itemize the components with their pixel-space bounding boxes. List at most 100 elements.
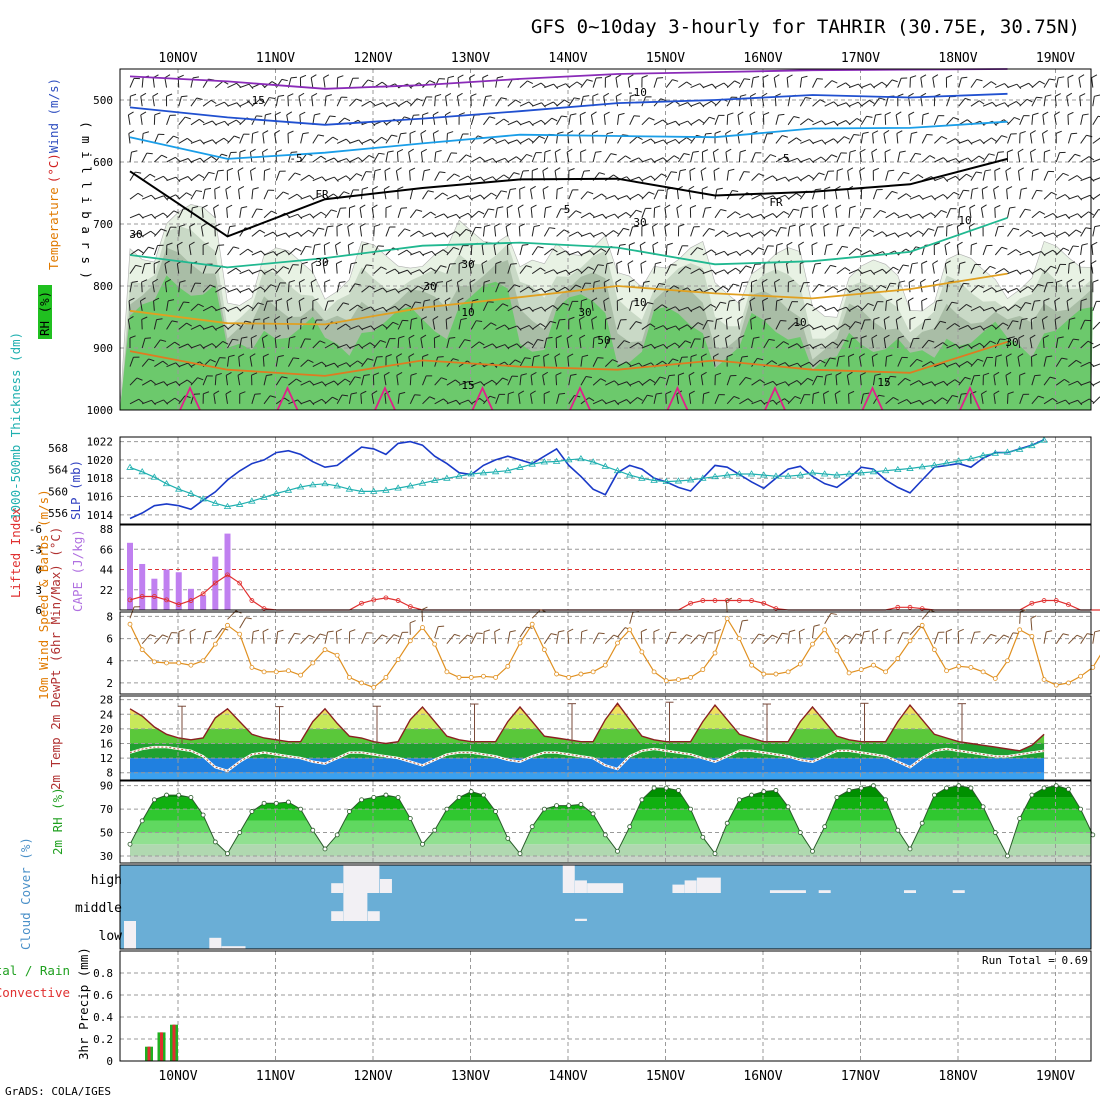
wind-barb	[383, 375, 387, 386]
wind-barb-flag	[241, 336, 248, 339]
wind-barb-flag	[708, 228, 715, 231]
wind-barb-flag	[348, 241, 354, 246]
temp-contour-label: 10	[461, 306, 474, 319]
li-ylabel: Lifted Index	[8, 507, 23, 598]
wind-barb	[397, 393, 400, 404]
wind-barb-flag	[713, 148, 719, 153]
wind-barb-flag	[757, 357, 764, 361]
wind-barb-flag	[737, 111, 744, 116]
wind-barb	[361, 325, 372, 330]
li-marker	[151, 594, 157, 599]
wind-speed-marker	[261, 669, 267, 675]
wind-barb-flag	[678, 372, 685, 376]
wind-barb-flag	[192, 205, 199, 209]
wind-barb-flag	[457, 278, 463, 283]
wind-barb-flag	[665, 390, 672, 395]
wind-barb-flag	[278, 94, 285, 97]
temp-band	[130, 703, 1045, 707]
wind-barb	[885, 376, 891, 386]
wind-barb-flag	[369, 285, 375, 290]
thickness-marker	[357, 487, 366, 494]
wind-barb	[592, 193, 602, 200]
wind-barb	[1080, 176, 1091, 182]
wind-barb-flag	[829, 357, 836, 360]
wind-barb	[592, 399, 603, 405]
wind-barb	[775, 114, 779, 125]
wind-barb	[993, 393, 996, 404]
wind-barb	[666, 325, 676, 330]
wind-barb-flag	[392, 321, 399, 326]
wind-barb	[251, 133, 254, 144]
wind-barb	[323, 77, 326, 88]
wind-barb	[263, 97, 270, 107]
wind-barb	[300, 229, 309, 237]
wind-barb	[812, 263, 816, 274]
wind-speed-marker	[980, 669, 986, 675]
wind-barb	[556, 83, 566, 89]
wind-barb	[702, 287, 713, 293]
thickness-marker	[321, 479, 329, 487]
wind-barb-flag	[770, 229, 777, 233]
wind-barb-flag	[959, 261, 966, 265]
wind-barb	[129, 282, 133, 293]
wind-barb-flag	[936, 299, 943, 302]
wind-barb	[812, 626, 815, 639]
wind-barb-flag	[905, 193, 912, 198]
wind-barb	[617, 155, 626, 163]
wind-barb-flag	[429, 80, 436, 84]
wind-barb	[640, 631, 643, 644]
wind-barb-flag	[1007, 391, 1014, 395]
wind-speed-marker	[883, 669, 889, 675]
wind-barb-flag	[761, 92, 768, 97]
wind-speed-marker	[359, 680, 364, 686]
wind-barb	[458, 381, 469, 386]
wind-barb	[348, 393, 352, 404]
rh-ylabel: RH (%)	[37, 291, 52, 336]
wind-barb	[1068, 380, 1078, 386]
wind-barb	[432, 319, 436, 330]
wind-barb-flag	[256, 208, 263, 211]
wind-barb-flag	[1027, 230, 1034, 235]
rh-marker	[822, 824, 828, 830]
wind-barb	[982, 324, 993, 330]
wind-barb	[154, 399, 164, 405]
wind-barb	[872, 631, 874, 644]
wind-barb	[214, 628, 223, 639]
wind-barb-flag	[648, 117, 655, 121]
wind-barb-flag	[212, 325, 217, 331]
wind-barb-flag	[1055, 93, 1061, 97]
wind-barb	[555, 375, 558, 386]
wind-barb	[751, 194, 761, 200]
wind-barb-flag	[272, 268, 278, 273]
wind-barb	[1031, 231, 1042, 237]
wind-barb	[604, 153, 612, 163]
thickness-marker	[126, 463, 134, 470]
wind-barb	[142, 399, 152, 405]
wind-barb	[859, 356, 862, 367]
wind-barb	[189, 226, 192, 237]
wind-barb	[590, 114, 594, 125]
thickness-marker	[223, 502, 232, 510]
wind-barb	[909, 174, 919, 182]
wind-barb	[275, 356, 279, 367]
wind-barb	[1055, 633, 1064, 644]
wind-barb	[152, 77, 155, 88]
wind-barb-flag	[580, 149, 587, 153]
wind-barb-flag	[314, 243, 321, 246]
wind-barb	[239, 617, 247, 629]
wind-barb-flag	[654, 205, 661, 209]
wind-barb	[446, 152, 452, 163]
date-label-top: 18NOV	[938, 51, 977, 66]
wind-barb-flag	[650, 175, 656, 181]
wind10m-ylabel: 10m Wind Speed & Barbs (m/s)	[36, 489, 51, 700]
wind-barb	[786, 263, 789, 274]
wind-barb	[568, 375, 572, 386]
wind-barb	[848, 393, 850, 404]
wind-barb	[714, 230, 724, 237]
thickness-marker	[516, 463, 524, 470]
wind-barb	[994, 170, 996, 181]
wind-barb	[434, 265, 442, 274]
wind-barb	[787, 322, 796, 330]
wind-barb-flag	[649, 323, 656, 328]
